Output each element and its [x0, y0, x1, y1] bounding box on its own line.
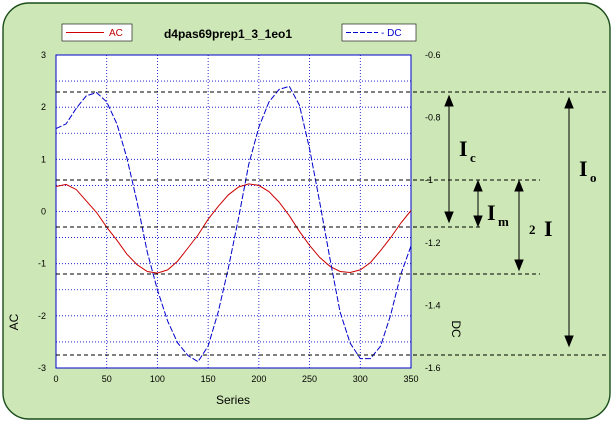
y-left-tick-label: -3: [38, 363, 46, 373]
annotation-arrows: [444, 94, 574, 348]
x-tick-label: 200: [251, 374, 266, 384]
y-right-axis-title: DC: [449, 320, 463, 338]
annotation-labels: I c I m 2 I I o: [459, 136, 597, 241]
x-axis-title: Series: [216, 393, 250, 407]
label-im-sub: m: [498, 214, 509, 229]
series-layer: [55, 85, 412, 363]
plot-border: [55, 54, 412, 369]
arrow-im-head-bottom: [473, 215, 483, 228]
x-tick-label: 150: [201, 374, 216, 384]
x-tick-label: 100: [150, 374, 165, 384]
arrow-2i-head-top: [514, 179, 524, 192]
x-tick-label: 350: [403, 374, 418, 384]
y-left-tick-label: 2: [41, 102, 46, 112]
x-tick-label: 0: [53, 374, 58, 384]
y-right-tick-label: -0.6: [425, 50, 441, 60]
label-io: I: [579, 156, 588, 181]
x-tick-label: 50: [102, 374, 112, 384]
label-2i-prefix: 2: [529, 222, 536, 237]
arrow-im-head-top: [473, 179, 483, 192]
arrow-io-head-top: [564, 96, 574, 109]
label-ic-sub: c: [470, 150, 476, 165]
y-left-axis-title: AC: [7, 313, 21, 330]
arrow-2i-head-bottom: [514, 259, 524, 272]
y-left-tick-label: -1: [38, 259, 46, 269]
arrow-ic-head-bottom: [444, 211, 454, 224]
arrow-ic-head-top: [444, 94, 454, 107]
series-line-ac: [55, 183, 412, 274]
series-line-dc: [55, 85, 412, 363]
arrow-io-head-bottom: [564, 335, 574, 348]
label-im: I: [487, 200, 496, 225]
y-right-tick-label: -1.4: [425, 300, 441, 310]
y-left-tick-label: -2: [38, 311, 46, 321]
label-ic: I: [459, 136, 468, 161]
y-right-tick-label: -0.8: [425, 113, 441, 123]
label-2i: I: [544, 216, 553, 241]
y-left-tick-label: 1: [41, 154, 46, 164]
tick-labels: 0 50 100 150 200 250 300 350 3 2 1 0 -1 -2 -3 -0.6 -0.8 -…: [38, 50, 441, 384]
y-left-tick-label: 3: [41, 50, 46, 60]
reference-lines: [56, 91, 606, 356]
legend-box-dc: [341, 23, 417, 42]
x-tick-label: 300: [353, 374, 368, 384]
legend-label-dc: - DC: [381, 28, 402, 39]
legend: AC - DC: [61, 23, 417, 42]
x-tick-label: 250: [302, 374, 317, 384]
y-right-tick-label: -1.6: [425, 363, 441, 373]
y-left-tick-label: 0: [41, 207, 46, 217]
legend-label-ac: AC: [109, 28, 123, 39]
label-io-sub: o: [590, 170, 597, 185]
y-right-tick-label: -1.2: [425, 238, 441, 248]
chart-title: d4pas69prep1_3_1eo1: [164, 27, 292, 41]
grid: [56, 55, 411, 368]
